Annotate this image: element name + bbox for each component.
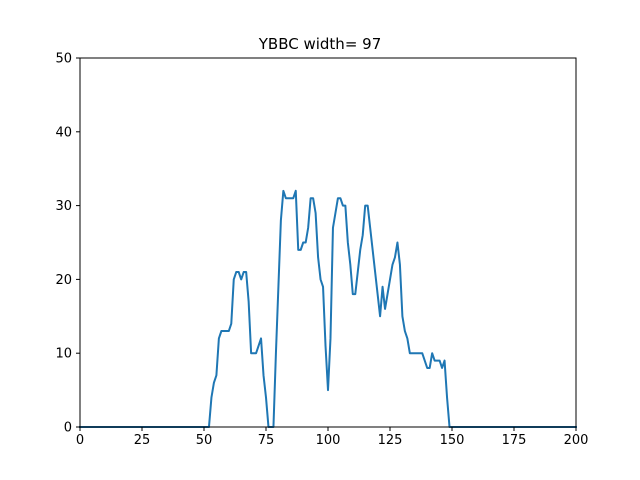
x-tick-label: 175: [502, 433, 527, 448]
x-tick-label: 150: [440, 433, 465, 448]
x-tick-label: 125: [378, 433, 403, 448]
chart-title: YBBC width= 97: [258, 35, 382, 53]
x-tick-label: 25: [134, 433, 151, 448]
y-tick-label: 0: [64, 421, 72, 436]
x-tick-label: 50: [196, 433, 213, 448]
y-tick-label: 50: [55, 52, 72, 67]
y-tick-label: 10: [55, 347, 72, 362]
x-tick-label: 75: [258, 433, 275, 448]
x-tick-label: 200: [564, 433, 589, 448]
series-line-0: [79, 189, 577, 428]
y-tick-label: 30: [55, 199, 72, 214]
x-tick-label: 0: [76, 433, 84, 448]
y-tick-label: 40: [55, 125, 72, 140]
plot-area: 0 25 50 75 100 125 150 175 200 0 10 20 30 40 50: [55, 52, 588, 449]
x-tick-label: 100: [316, 433, 341, 448]
y-tick-label: 20: [55, 273, 72, 288]
